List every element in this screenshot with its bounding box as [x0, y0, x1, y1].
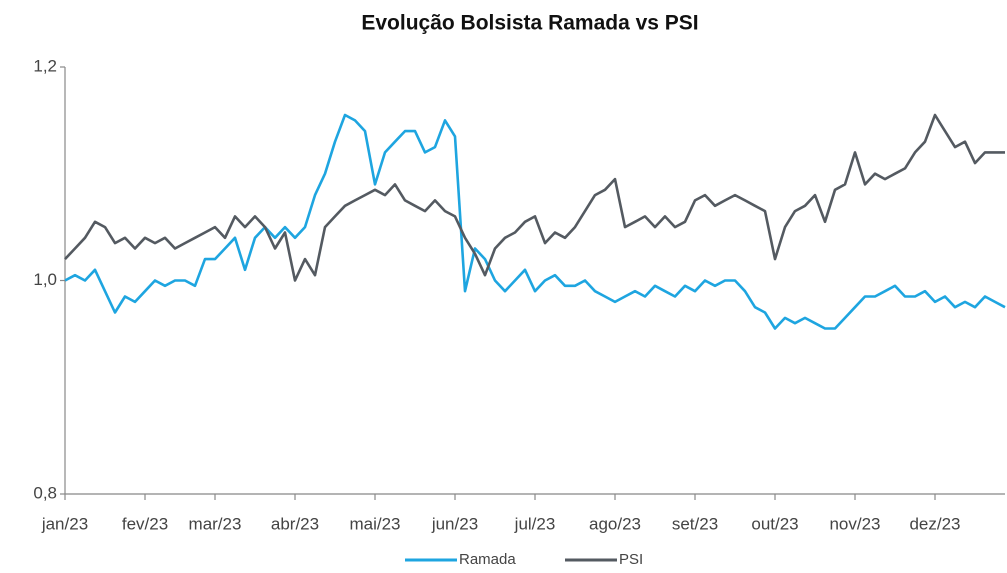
chart-title: Evolução Bolsista Ramada vs PSI — [361, 12, 698, 35]
legend-label: PSI — [619, 551, 643, 568]
legend-label: Ramada — [459, 551, 516, 568]
x-tick-label: ago/23 — [589, 514, 641, 533]
x-tick-label: set/23 — [672, 514, 718, 533]
x-tick-label: mai/23 — [349, 514, 400, 533]
x-tick-label: abr/23 — [271, 514, 319, 533]
line-series — [64, 113, 1005, 282]
x-tick-label: jul/23 — [514, 514, 556, 533]
x-tick-label: out/23 — [751, 514, 798, 533]
x-tick-label: dez/23 — [909, 514, 960, 533]
x-tick-label: mar/23 — [189, 514, 242, 533]
y-tick-label: 1,0 — [33, 270, 57, 289]
x-tick-label: jun/23 — [431, 514, 478, 533]
y-tick-label: 0,8 — [33, 483, 57, 502]
line-series — [64, 113, 1006, 330]
y-tick-label: 1,2 — [33, 56, 57, 75]
x-tick-label: jan/23 — [41, 514, 88, 533]
x-tick-label: nov/23 — [829, 514, 880, 533]
x-tick-label: fev/23 — [122, 514, 168, 533]
